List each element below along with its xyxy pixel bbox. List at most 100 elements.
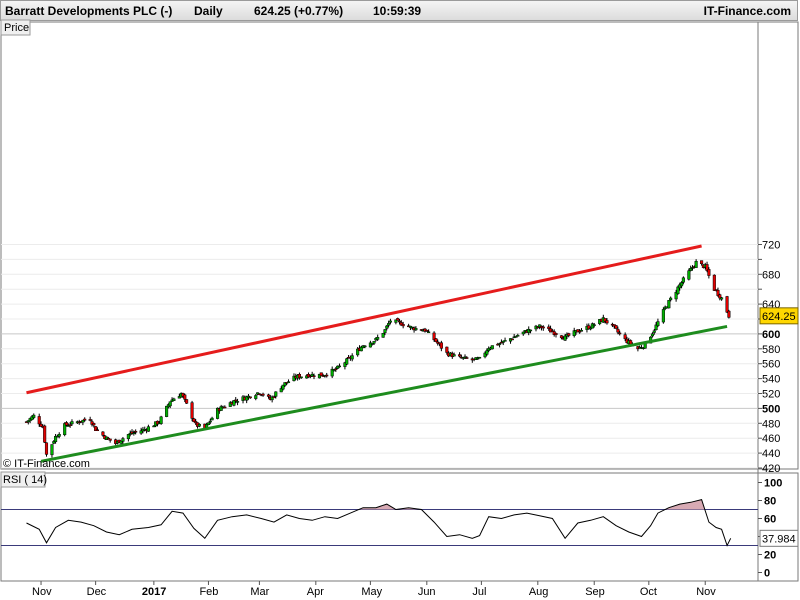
candle-body (458, 354, 462, 357)
candle-body (206, 422, 210, 425)
candle-body (578, 330, 582, 333)
candle-body (197, 423, 201, 427)
candle-body (95, 429, 99, 432)
candle-body (514, 336, 518, 338)
price-tick-label: 520 (762, 389, 780, 401)
candle-body (159, 416, 163, 424)
candle-body (52, 441, 56, 444)
rsi-tick-label: 60 (764, 514, 776, 526)
candle-body (192, 418, 196, 423)
candle-body (427, 331, 431, 334)
candle-body (279, 388, 283, 393)
candle-body (146, 426, 150, 432)
candle-body (376, 337, 380, 340)
price-tick-label: 440 (762, 448, 780, 460)
candle-body (690, 267, 695, 269)
rsi-value-label: 37.984 (762, 533, 796, 545)
candle-body (83, 418, 87, 421)
candle-body (317, 373, 321, 379)
price-tick-label: 580 (762, 344, 780, 356)
x-tick-label: Jul (472, 586, 486, 598)
candle-body (24, 421, 29, 423)
candle-body (172, 398, 176, 401)
candle-body (521, 331, 525, 335)
price-tick-label: 500 (762, 403, 780, 415)
candle-body (81, 419, 85, 423)
candle-body (64, 422, 69, 426)
candle-body (549, 328, 553, 333)
candle-body (681, 277, 685, 283)
candle-body (661, 309, 665, 323)
price-panel (0, 21, 799, 470)
candle-body (678, 284, 682, 289)
rsi-group (26, 499, 732, 547)
candle-body (119, 440, 123, 444)
candle-body (228, 402, 232, 407)
candle-body (254, 395, 258, 399)
candle-body (232, 400, 236, 406)
candle-body (350, 355, 354, 360)
candle-body (669, 297, 673, 301)
candle-body (383, 329, 387, 334)
candle-body (183, 394, 187, 400)
x-tick-label: 2017 (142, 586, 166, 598)
candle-body (57, 434, 61, 437)
candle-body (501, 340, 505, 343)
candle-body (676, 286, 680, 294)
candle-body (478, 356, 482, 359)
candle-body (261, 393, 265, 396)
candle-body (425, 330, 429, 332)
candle-body (498, 343, 502, 345)
x-tick-label: Mar (250, 586, 269, 598)
candle-body (528, 329, 533, 332)
candle-body (208, 420, 212, 423)
candle-body (592, 324, 596, 326)
candle-body (567, 333, 571, 336)
chart-header: Barratt Developments PLC (-) Daily 624.2… (0, 0, 798, 21)
candle-body (94, 426, 98, 431)
rsi-tick-label: 0 (764, 568, 770, 580)
candle-body (319, 372, 323, 377)
candle-body (712, 274, 716, 291)
candle-body (572, 330, 576, 337)
candle-body (108, 438, 112, 441)
candle-body (128, 432, 132, 435)
x-tick-label: Oct (640, 586, 657, 598)
candle-body (388, 320, 392, 323)
support-trendline (40, 324, 728, 463)
x-tick-label: Sep (585, 586, 605, 598)
rsi-overbought-fill (26, 499, 731, 510)
candle-body (716, 289, 720, 296)
candle-body (623, 334, 627, 340)
candle-body (720, 297, 724, 300)
candle-body (587, 325, 591, 330)
brand-label: IT-Finance.com (703, 4, 791, 18)
watermark: © IT-Finance.com (3, 458, 90, 470)
candles-group (24, 259, 731, 458)
candle-body (667, 300, 671, 309)
price-tick-label: 420 (762, 463, 780, 475)
x-tick-label: Feb (199, 586, 218, 598)
price-tick-label: 460 (762, 433, 780, 445)
rsi-tick-label: 20 (764, 550, 776, 562)
candle-body (39, 423, 43, 427)
candle-body (356, 348, 360, 356)
candle-body (50, 444, 54, 456)
candle-body (190, 402, 194, 419)
candle-body (272, 396, 276, 399)
candle-body (541, 326, 545, 329)
candle-body (618, 332, 622, 335)
candle-body (419, 329, 423, 331)
last-price-label: 624.25 (762, 311, 796, 323)
candle-body (139, 430, 143, 434)
candle-body (310, 374, 314, 377)
candle-body (234, 399, 238, 402)
candle-body (101, 431, 105, 436)
price-tick-label: 720 (762, 240, 780, 252)
candle-body (516, 335, 520, 337)
candle-body (121, 438, 125, 442)
candle-body (336, 365, 340, 369)
candle-body (656, 321, 660, 326)
